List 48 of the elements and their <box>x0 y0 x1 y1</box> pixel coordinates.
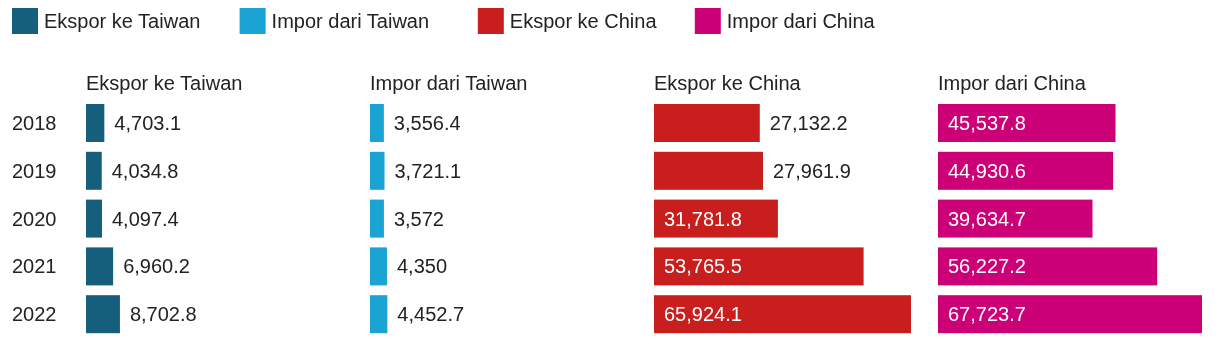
data-label: 65,924.1 <box>664 303 742 326</box>
y-tick-label: 2022 <box>12 303 57 326</box>
bar <box>654 104 760 142</box>
legend-label: Impor dari Taiwan <box>271 10 430 32</box>
data-label: 8,702.8 <box>129 303 197 326</box>
bar <box>938 199 1093 238</box>
text: Ekspor ke Taiwan <box>86 72 243 94</box>
bar <box>86 199 102 238</box>
bar <box>86 295 120 334</box>
data-label: 4,452.7 <box>397 303 465 326</box>
bar <box>654 247 864 286</box>
bar <box>938 151 1114 190</box>
bar <box>654 151 763 190</box>
bar <box>86 151 102 190</box>
bar <box>938 295 1202 334</box>
data-label: 3,721.1 <box>394 159 462 182</box>
data-label: 4,350 <box>396 255 448 278</box>
bar <box>86 247 114 286</box>
y-tick-label: 2020 <box>12 207 57 230</box>
data-label: 27,132.2 <box>769 112 848 134</box>
data-label: 27,961.9 <box>773 159 851 182</box>
data-label: 44,930.6 <box>948 159 1026 182</box>
bar <box>938 247 1158 286</box>
legend-label: Ekspor ke China <box>509 10 658 32</box>
data-label: 4,097.4 <box>111 207 179 230</box>
bar <box>86 104 105 142</box>
y-tick-label: 2019 <box>12 159 57 182</box>
data-label: 3,556.4 <box>393 112 461 134</box>
data-label: 3,572 <box>393 207 444 230</box>
data-label: 4,034.8 <box>111 159 179 182</box>
legend-label: Impor dari China <box>726 10 876 32</box>
legend-label: Ekspor ke Taiwan <box>44 10 201 32</box>
bar <box>938 104 1116 142</box>
data-label: 4,703.1 <box>114 112 182 134</box>
chart-title: Impor dari China <box>938 72 1087 94</box>
chart-title: Ekspor ke China <box>654 72 802 94</box>
bar <box>654 295 911 334</box>
text: Impor dari Taiwan <box>370 72 528 94</box>
data-label: 56,227.2 <box>948 255 1026 278</box>
data-label: 53,765.5 <box>664 255 742 278</box>
data-label: 6,960.2 <box>123 255 190 278</box>
y-tick-label: 2018 <box>12 112 57 134</box>
data-label: 31,781.8 <box>664 207 742 230</box>
data-label: 67,723.7 <box>948 303 1026 326</box>
data-label: 45,537.8 <box>948 112 1026 134</box>
data-label: 39,634.7 <box>948 207 1026 230</box>
y-tick-label: 2021 <box>12 255 57 278</box>
bar <box>654 199 778 238</box>
